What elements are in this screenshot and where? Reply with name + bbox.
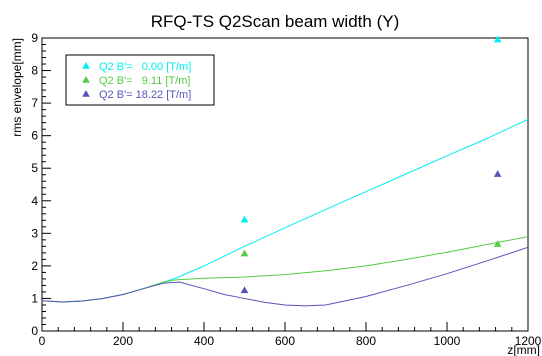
y-tick-label: 8: [31, 64, 38, 78]
y-tick-label: 5: [31, 161, 38, 175]
x-tick-label: 200: [113, 334, 133, 348]
y-tick-label: 1: [31, 291, 38, 305]
y-axis: 0 1 2 3 4 5 6 7 8 9: [31, 31, 51, 338]
x-tick-label: 800: [356, 334, 376, 348]
y-tick-label: 6: [31, 129, 38, 143]
legend-entry-label: Q2 B'= 9.11 [T/m]: [99, 75, 190, 87]
y-tick-label: 4: [31, 194, 38, 208]
y-tick-label: 3: [31, 226, 38, 240]
x-axis-label: z[mm]: [507, 343, 540, 356]
legend-marker: [82, 90, 90, 97]
chart-title: RFQ-TS Q2Scan beam width (Y): [151, 12, 399, 31]
x-tick-label: 1000: [434, 334, 461, 348]
data-point-series-0-1: [493, 35, 502, 43]
envelope-curves: [41, 118, 529, 307]
legend-box: [65, 54, 215, 106]
data-point-series-1-1: [493, 240, 502, 247]
legend: Q2 B'= 0.00 [T/m] Q2 B'= 9.11 [T/m] Q2 B'=…: [65, 54, 215, 106]
legend-entry-label: Q2 B'= 18.22 [T/m]: [99, 89, 191, 101]
data-point-series-0-0: [240, 215, 249, 223]
legend-marker: [82, 62, 90, 69]
envelope-curve-1: [41, 236, 529, 303]
y-tick-label: 9: [31, 31, 38, 45]
y-tick-label: 2: [31, 259, 38, 273]
y-axis-label: rms envelope[mm]: [10, 38, 24, 137]
x-tick-label: 600: [275, 334, 295, 348]
data-markers: [240, 35, 502, 294]
x-tick-label: 400: [194, 334, 214, 348]
legend-entry-label: Q2 B'= 0.00 [T/m]: [99, 61, 191, 73]
data-point-series-1-0: [240, 249, 249, 257]
envelope-curve-2: [41, 246, 529, 307]
x-tick-label: 0: [39, 334, 46, 348]
y-tick-label: 7: [31, 96, 38, 110]
x-tick-label: 1200: [515, 334, 542, 348]
x-axis: 0 200 400 600 800 1000 1200: [39, 322, 542, 348]
legend-marker: [82, 76, 90, 83]
data-point-series-2-0: [240, 286, 249, 294]
data-point-series-2-1: [493, 170, 502, 177]
y-tick-label: 0: [31, 324, 38, 338]
